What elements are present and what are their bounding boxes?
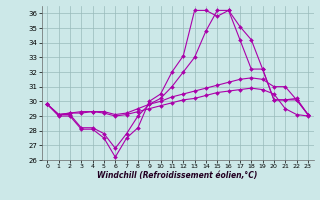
X-axis label: Windchill (Refroidissement éolien,°C): Windchill (Refroidissement éolien,°C): [97, 171, 258, 180]
